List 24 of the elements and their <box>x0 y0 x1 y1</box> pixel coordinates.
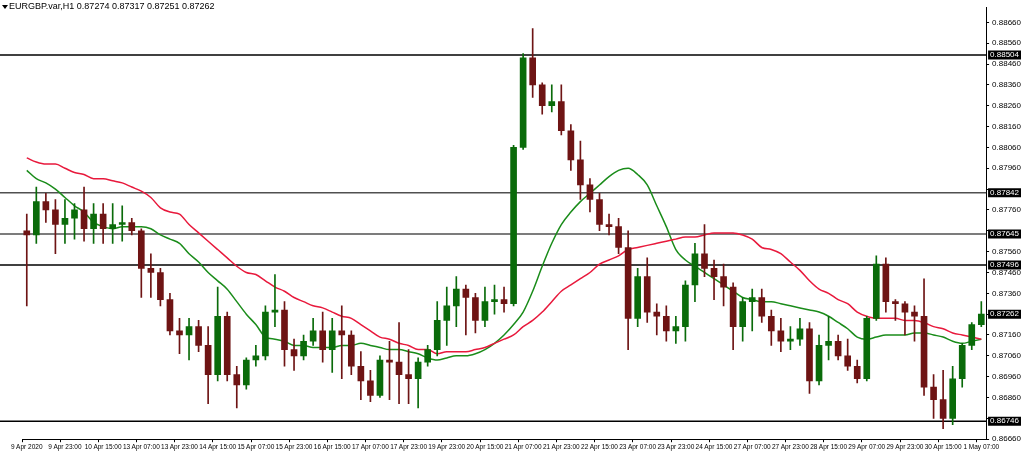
y-tick-label: 0.88060 <box>992 142 1022 152</box>
y-tick-label: 0.87060 <box>992 351 1022 361</box>
ref-line-label: 0.87496 <box>990 260 1020 270</box>
y-tick-label: 0.86660 <box>992 434 1022 444</box>
y-tick-label: 0.88160 <box>992 121 1022 131</box>
y-tick-label: 0.88560 <box>992 38 1022 48</box>
ref-line-label: 0.88504 <box>990 50 1020 60</box>
y-tick-label: 0.87760 <box>992 205 1022 215</box>
y-tick-label: 0.88260 <box>992 100 1022 110</box>
chart-title: EURGBP.var,H1 0.87274 0.87317 0.87251 0.87262 <box>9 1 215 12</box>
y-tick-label: 0.87460 <box>992 267 1022 277</box>
y-tick-label: 0.87160 <box>992 330 1022 340</box>
y-tick-label: 0.88360 <box>992 80 1022 90</box>
text: 0.87262 <box>990 309 1020 319</box>
y-tick-label: 0.87360 <box>992 288 1022 298</box>
ref-line-label: 0.87645 <box>990 229 1020 239</box>
y-tick-label: 0.88460 <box>992 59 1022 69</box>
y-tick-label: 0.86960 <box>992 371 1022 381</box>
y-tick-label: 0.87960 <box>992 163 1022 173</box>
ref-line-label: 0.86746 <box>990 416 1020 426</box>
y-tick-label: 0.86860 <box>992 392 1022 402</box>
ref-line-label: 0.87842 <box>990 188 1020 198</box>
y-tick-label: 0.87560 <box>992 246 1022 256</box>
y-tick-label: 0.88660 <box>992 17 1022 27</box>
